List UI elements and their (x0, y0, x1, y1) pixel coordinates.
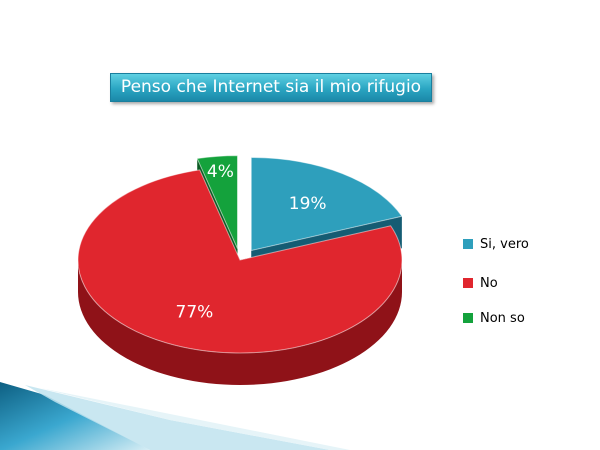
data-label-non-so: 4% (207, 162, 234, 182)
corner-swoosh-highlight (40, 388, 350, 450)
legend-swatch-non-so (463, 313, 473, 323)
legend-swatch-no (463, 278, 473, 288)
chart-title: Penso che Internet sia il mio rifugio (110, 73, 432, 102)
pie-wall-no (78, 260, 402, 385)
pie-top-si-vero (250, 157, 403, 252)
corner-swoosh-light (25, 385, 330, 450)
legend-item-no: No (463, 275, 498, 291)
pie-slices: 19% 77% 4% (77, 155, 403, 385)
legend-label: Non so (480, 310, 525, 326)
pie-top-non-so (196, 155, 238, 249)
pie-top-no (77, 169, 403, 354)
pie-slice-no (77, 169, 403, 385)
data-label-si-vero: 19% (289, 194, 327, 214)
corner-swoosh-dark (0, 382, 150, 450)
legend-label: Si, vero (480, 236, 529, 252)
legend-label: No (480, 275, 498, 291)
legend-item-non-so: Non so (463, 310, 525, 326)
data-label-no: 77% (176, 302, 214, 322)
legend-swatch-si-vero (463, 239, 473, 249)
legend-item-si-vero: Si, vero (463, 236, 529, 252)
